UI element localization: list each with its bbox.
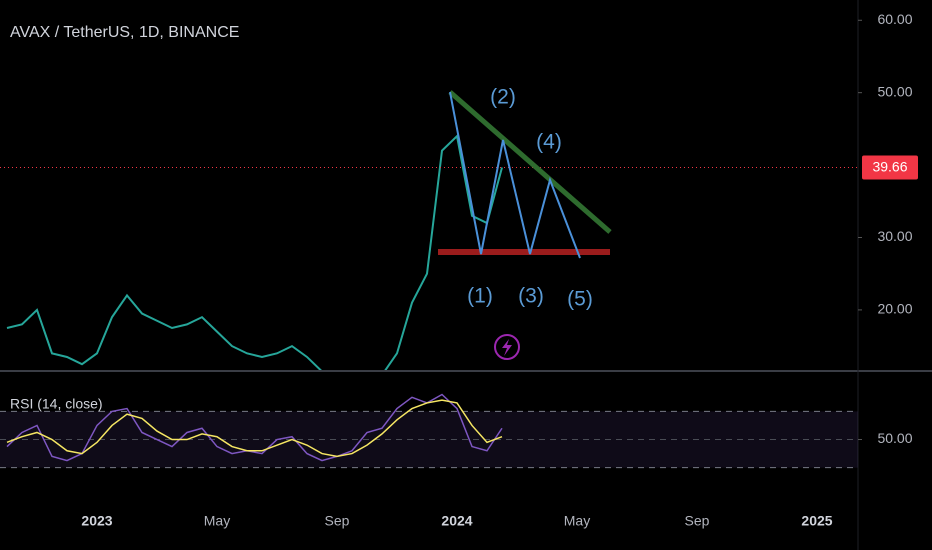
rsi-title: RSI (14, close) <box>10 396 103 412</box>
last-price-label: 39.66 <box>872 158 907 174</box>
lightning <box>502 339 512 356</box>
x-tick-label: Sep <box>685 513 710 529</box>
wave-label: (2) <box>490 86 516 109</box>
x-tick-label: May <box>564 513 590 529</box>
x-tick-label: 2023 <box>81 513 112 529</box>
x-tick-label: 2024 <box>441 513 472 529</box>
chart-title: AVAX / TetherUS, 1D, BINANCE <box>10 24 239 41</box>
drawings <box>438 90 612 360</box>
series-line <box>6 134 503 370</box>
wave-label: (5) <box>567 288 593 311</box>
wave-label: (4) <box>536 131 562 154</box>
event-icon <box>494 334 520 360</box>
last-price-box <box>862 155 918 180</box>
y-tick-label: 50.00 <box>877 430 912 446</box>
wave-label: (1) <box>467 285 493 308</box>
x-tick-label: Sep <box>325 513 350 529</box>
x-tick-label: 2025 <box>801 513 832 529</box>
wave-label: (3) <box>518 285 544 308</box>
y-tick-label: 30.00 <box>877 228 912 244</box>
trend-line <box>448 90 612 234</box>
wave-path <box>449 91 581 259</box>
y-tick-label: 20.00 <box>877 301 912 317</box>
y-tick-label: 50.00 <box>877 83 912 99</box>
series-line <box>6 393 503 462</box>
series-line <box>6 399 503 458</box>
x-tick-label: May <box>204 513 230 529</box>
y-tick-label: 60.00 <box>877 11 912 27</box>
